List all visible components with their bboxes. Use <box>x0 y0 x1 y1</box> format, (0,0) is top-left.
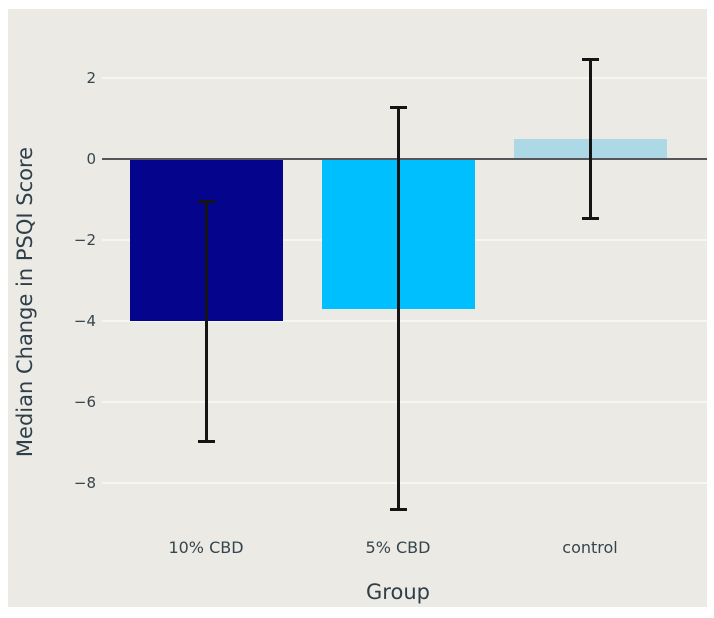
x-axis-title: Group <box>366 580 430 604</box>
error-bar-cap-bottom <box>197 439 215 443</box>
gridline-y-−4 <box>102 320 707 322</box>
error-bar-cap-top <box>389 106 407 110</box>
y-tick-label: −6 <box>73 393 96 411</box>
error-bar-cap-top <box>197 199 215 203</box>
error-bar-line <box>204 199 208 443</box>
zero-axis-line <box>102 158 707 160</box>
error-bar-line <box>396 106 400 512</box>
x-tick-label-5-cbd: 5% CBD <box>365 538 431 557</box>
error-bar-cap-bottom <box>389 508 407 512</box>
y-tick-label: 0 <box>86 150 96 168</box>
y-tick-label: −4 <box>73 312 96 330</box>
error-bar-line <box>588 57 592 220</box>
y-tick-label: 2 <box>86 69 96 87</box>
y-axis-title: Median Change in PSQI Score <box>13 146 37 458</box>
y-tick-label: −2 <box>73 231 96 249</box>
error-bar-cap-top <box>581 57 599 61</box>
gridline-y-−6 <box>102 401 707 403</box>
gridline-y-2 <box>102 77 707 79</box>
gridline-y-−8 <box>102 482 707 484</box>
x-tick-label-control: control <box>562 538 618 557</box>
y-tick-label: −8 <box>73 474 96 492</box>
error-bar-cap-bottom <box>581 216 599 220</box>
x-tick-label-10-cbd: 10% CBD <box>168 538 244 557</box>
